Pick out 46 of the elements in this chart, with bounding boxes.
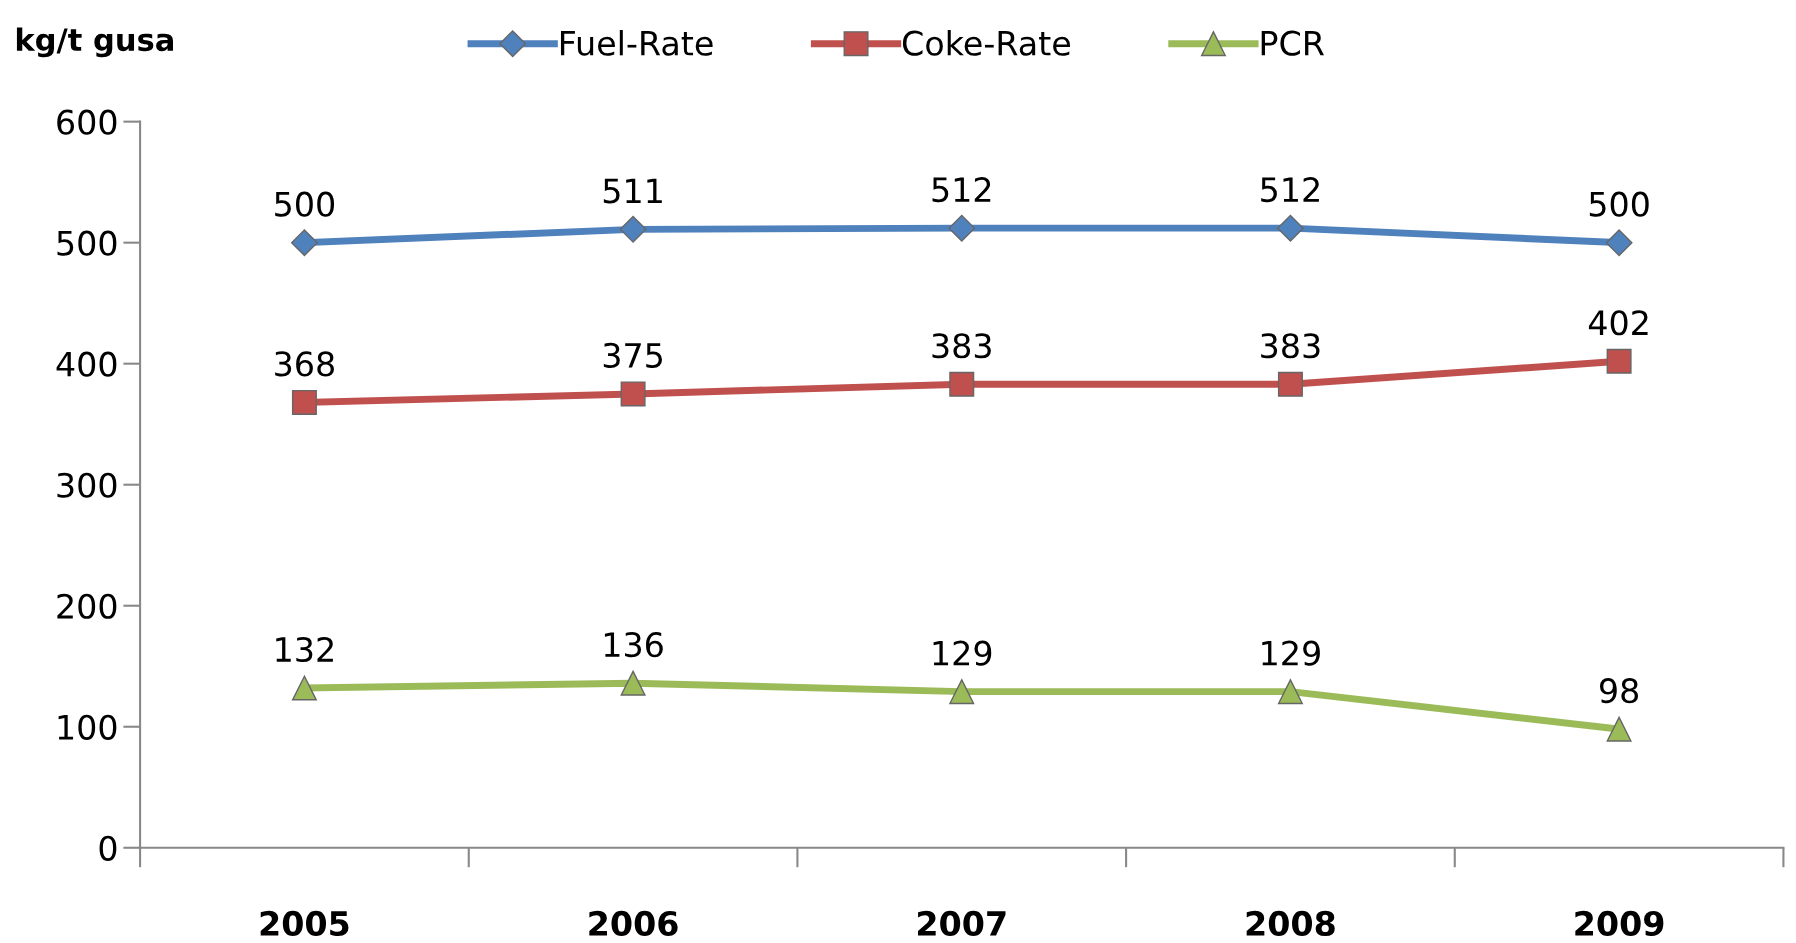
y-axis-title: kg/t gusa [16,27,173,58]
x-tick-label: 2008 [1246,910,1335,937]
x-tick-label: 2006 [589,910,678,937]
y-tick-label: 600 [57,109,117,135]
point [948,214,976,242]
y-tick-label: 200 [57,593,117,619]
point [1277,371,1303,397]
data-label: 132 [276,636,333,663]
data-label: 368 [275,351,334,377]
data-label: 129 [1262,640,1320,666]
y-tick-label: 400 [56,351,117,377]
x-tick-label: 2007 [918,910,1006,937]
point [1605,229,1633,257]
data-label: 511 [603,178,662,204]
legend-label: Coke-Rate [902,30,1070,56]
data-label: 136 [604,632,663,658]
data-label: 512 [1261,177,1319,203]
point [949,679,975,705]
data-label: 500 [275,191,335,217]
point [1277,679,1303,705]
data-label: 383 [1261,333,1320,359]
data-label: 375 [603,342,662,369]
y-tick-label: 300 [57,472,117,498]
legend-label: PCR [1261,30,1325,56]
data-label: 129 [933,640,992,666]
data-label: 98 [1599,678,1639,704]
legend-label: Fuel-Rate [560,30,713,56]
point [620,381,646,407]
data-label: 500 [1589,191,1649,217]
point [1606,348,1632,374]
x-tick-label: 2009 [1575,910,1664,937]
point [1606,716,1632,742]
point [1276,214,1304,242]
point [291,675,317,701]
data-label: 383 [932,333,991,359]
point [619,215,647,243]
y-tick-label: 100 [58,714,117,740]
y-tick-label: 0 [99,835,117,861]
data-label: 512 [932,177,991,203]
data-label: 402 [1588,310,1648,336]
point [620,670,646,696]
x-tick-label: 2005 [260,910,349,937]
point [949,371,975,397]
point [290,229,318,257]
point [291,389,317,415]
y-tick-label: 500 [57,230,117,256]
